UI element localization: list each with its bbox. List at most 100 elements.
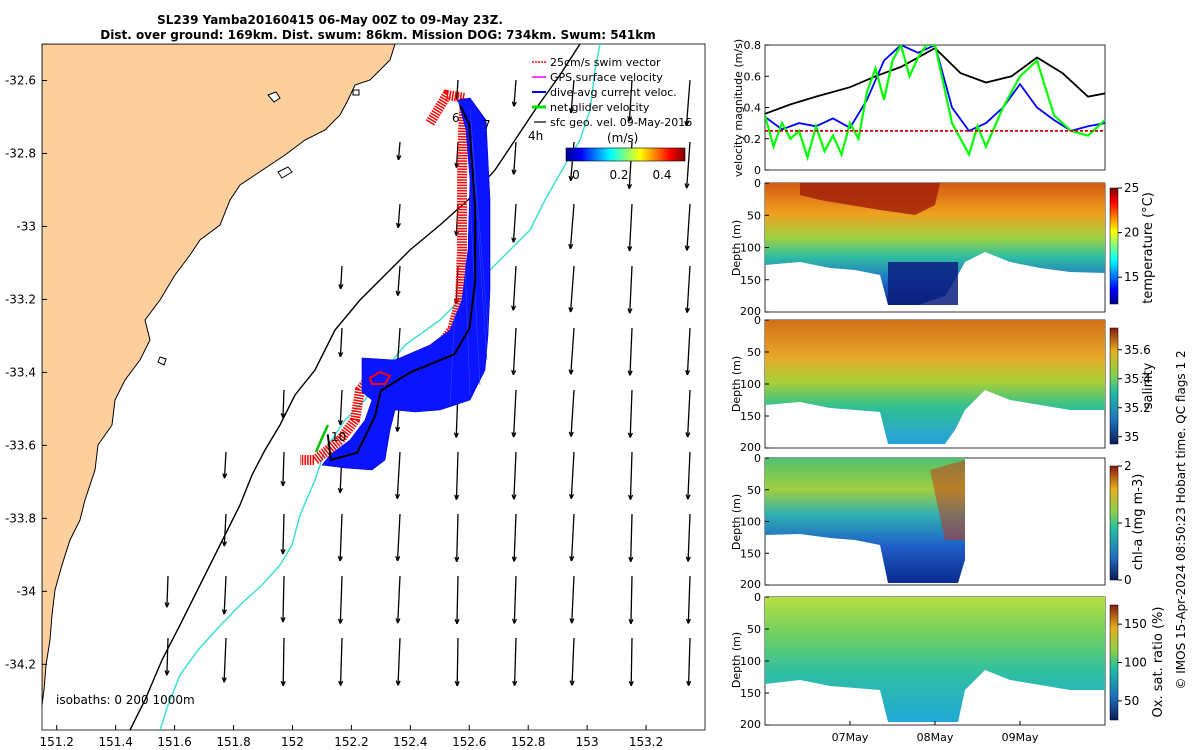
geo-velocity-arrow: [395, 203, 401, 229]
dive-avg-current-fan: [321, 97, 491, 471]
velocity-series: [765, 45, 1105, 162]
geo-velocity-arrow: [280, 637, 286, 687]
legend-swim: 25cm/s swim vector: [550, 56, 661, 69]
geo-velocity-arrow: [511, 575, 518, 624]
depth-tick-label: 0: [754, 314, 761, 327]
geo-velocity-arrow: [512, 637, 518, 686]
geo-velocity-arrow: [511, 265, 517, 311]
depth-tick-label: 50: [747, 346, 761, 359]
depth-tick-label: 150: [740, 547, 761, 560]
chla-patch: [930, 460, 965, 540]
geo-velocity-arrow: [685, 451, 691, 500]
colorbar-tick-label: 35: [1124, 430, 1139, 444]
colorbar-tick-label: 20: [1124, 226, 1139, 240]
colorbar-tick-label: 0: [1124, 573, 1132, 587]
geo-velocity-arrow: [164, 575, 170, 608]
depth-tick-label: 200: [740, 305, 761, 318]
velocity-ylabel: velocity magnitude (m/s): [732, 39, 745, 177]
geo-velocity-arrow: [568, 389, 575, 437]
chla-section: [765, 458, 965, 583]
geo-velocity-arrow: [280, 575, 286, 623]
colorbar-tick-label: 50: [1124, 694, 1139, 708]
geo-velocity-arrow: [628, 575, 634, 625]
geo-velocity-arrow: [511, 389, 517, 438]
velocity-y-tick-label: 0: [754, 164, 761, 177]
track-label-6: 6: [452, 111, 460, 125]
geo-velocity-arrow: [685, 575, 692, 624]
temperature-cold-core: [888, 262, 958, 305]
geo-velocity-arrow: [221, 637, 227, 683]
geo-velocity-arrow: [627, 203, 633, 252]
map-x-tick-label: 152.8: [511, 735, 545, 749]
map-x-tick-label: 153.2: [629, 735, 663, 749]
geo-velocity-arrow: [685, 513, 691, 562]
velocity-series-line: [765, 45, 1105, 133]
temperature-section: [765, 183, 1105, 305]
geo-velocity-arrow: [568, 79, 575, 114]
geo-velocity-arrow: [395, 575, 401, 624]
depth-tick-label: 200: [740, 441, 761, 454]
geo-velocity-arrow: [684, 79, 691, 127]
map-colorbar-tick-2: 0.4: [652, 168, 671, 182]
depth-tick-label: 150: [740, 687, 761, 700]
geo-velocity-arrow: [628, 637, 634, 687]
geo-velocity-arrow: [395, 513, 401, 562]
depth-tick-label: 100: [740, 655, 761, 668]
title-line-2: Dist. over ground: 169km. Dist. swum: 86…: [100, 28, 656, 42]
velocity-y-tick-label: 0.4: [744, 102, 762, 115]
net-glider-segment: [314, 424, 330, 453]
oxygen-section: [765, 597, 1105, 722]
depth-tick-label: 50: [747, 209, 761, 222]
geo-velocity-arrow: [454, 637, 460, 687]
depth-tick-label: 0: [754, 177, 761, 190]
copyright-note: © IMOS 15-Apr-2024 08:50:23 Hobart time.…: [1174, 350, 1188, 689]
map-x-tick-label: 151.2: [40, 735, 74, 749]
chla-colorbar: [1109, 465, 1119, 581]
geo-velocity-arrow: [280, 513, 286, 555]
date-tick-label: 07May: [832, 731, 869, 744]
date-x-ticks: 07May 08May 09May: [832, 721, 1039, 744]
geo-velocity-arrow: [569, 575, 575, 624]
colorbar-tick-label: 35.2: [1124, 401, 1151, 415]
salinity-colorbar: [1109, 327, 1119, 445]
date-tick-label: 08May: [917, 731, 954, 744]
geo-velocity-arrow: [568, 451, 575, 500]
geo-velocity-arrow: [395, 265, 401, 296]
geo-velocity-arrow: [280, 389, 286, 419]
colorbar-tick-label: 1: [1124, 516, 1132, 530]
glider-track: [326, 105, 477, 462]
geo-velocity-arrow: [338, 327, 344, 358]
velocity-y-tick-label: 0.8: [744, 39, 762, 52]
depth-tick-label: 100: [740, 242, 761, 255]
temperature-warm-core: [800, 183, 940, 215]
depth-tick-label: 200: [740, 578, 761, 591]
geo-velocity-arrow: [627, 265, 633, 314]
track-label-10: 10: [331, 430, 346, 444]
map-y-tick-label: -33.2: [5, 292, 36, 306]
geo-velocity-arrow: [684, 141, 691, 189]
geo-velocity-arrow: [685, 327, 691, 376]
coastline-islands: [157, 89, 360, 366]
oxygen-colorbar-ticks: 50 100 150: [1118, 617, 1147, 708]
map-y-tick-labels: -32.6 -32.8 -33 -33.2 -33.4 -33.6 -33.8 -34 -34.…: [5, 73, 47, 671]
geo-velocity-arrow: [221, 513, 228, 547]
geo-velocity-arrow: [685, 389, 691, 438]
geo-velocity-arrow: [221, 575, 227, 615]
map-x-tick-label: 151.8: [216, 735, 250, 749]
chla-y-ticks: 0 50 100 150 200: [740, 452, 769, 591]
geo-velocity-arrow: [628, 513, 634, 562]
map-y-tick-label: -32.8: [5, 146, 36, 160]
map-x-tick-label: 152.6: [452, 735, 486, 749]
depth-tick-label: 50: [747, 484, 761, 497]
isobath-note: isobaths: 0 200 1000m: [56, 693, 195, 707]
map-colorbar-gradient: [565, 147, 686, 162]
salinity-section: [765, 320, 1105, 444]
isobath-1000m: [129, 44, 581, 730]
chla-ylabel: Depth (m): [730, 494, 743, 550]
geo-velocity-arrow: [511, 513, 517, 562]
scale-label: 4h: [528, 129, 543, 143]
chla-colorbar-ticks: 0 1 2: [1118, 459, 1132, 587]
isobath-200m: [159, 44, 601, 730]
map-y-tick-label: -34.2: [5, 657, 36, 671]
geo-velocity-arrow: [454, 575, 460, 625]
